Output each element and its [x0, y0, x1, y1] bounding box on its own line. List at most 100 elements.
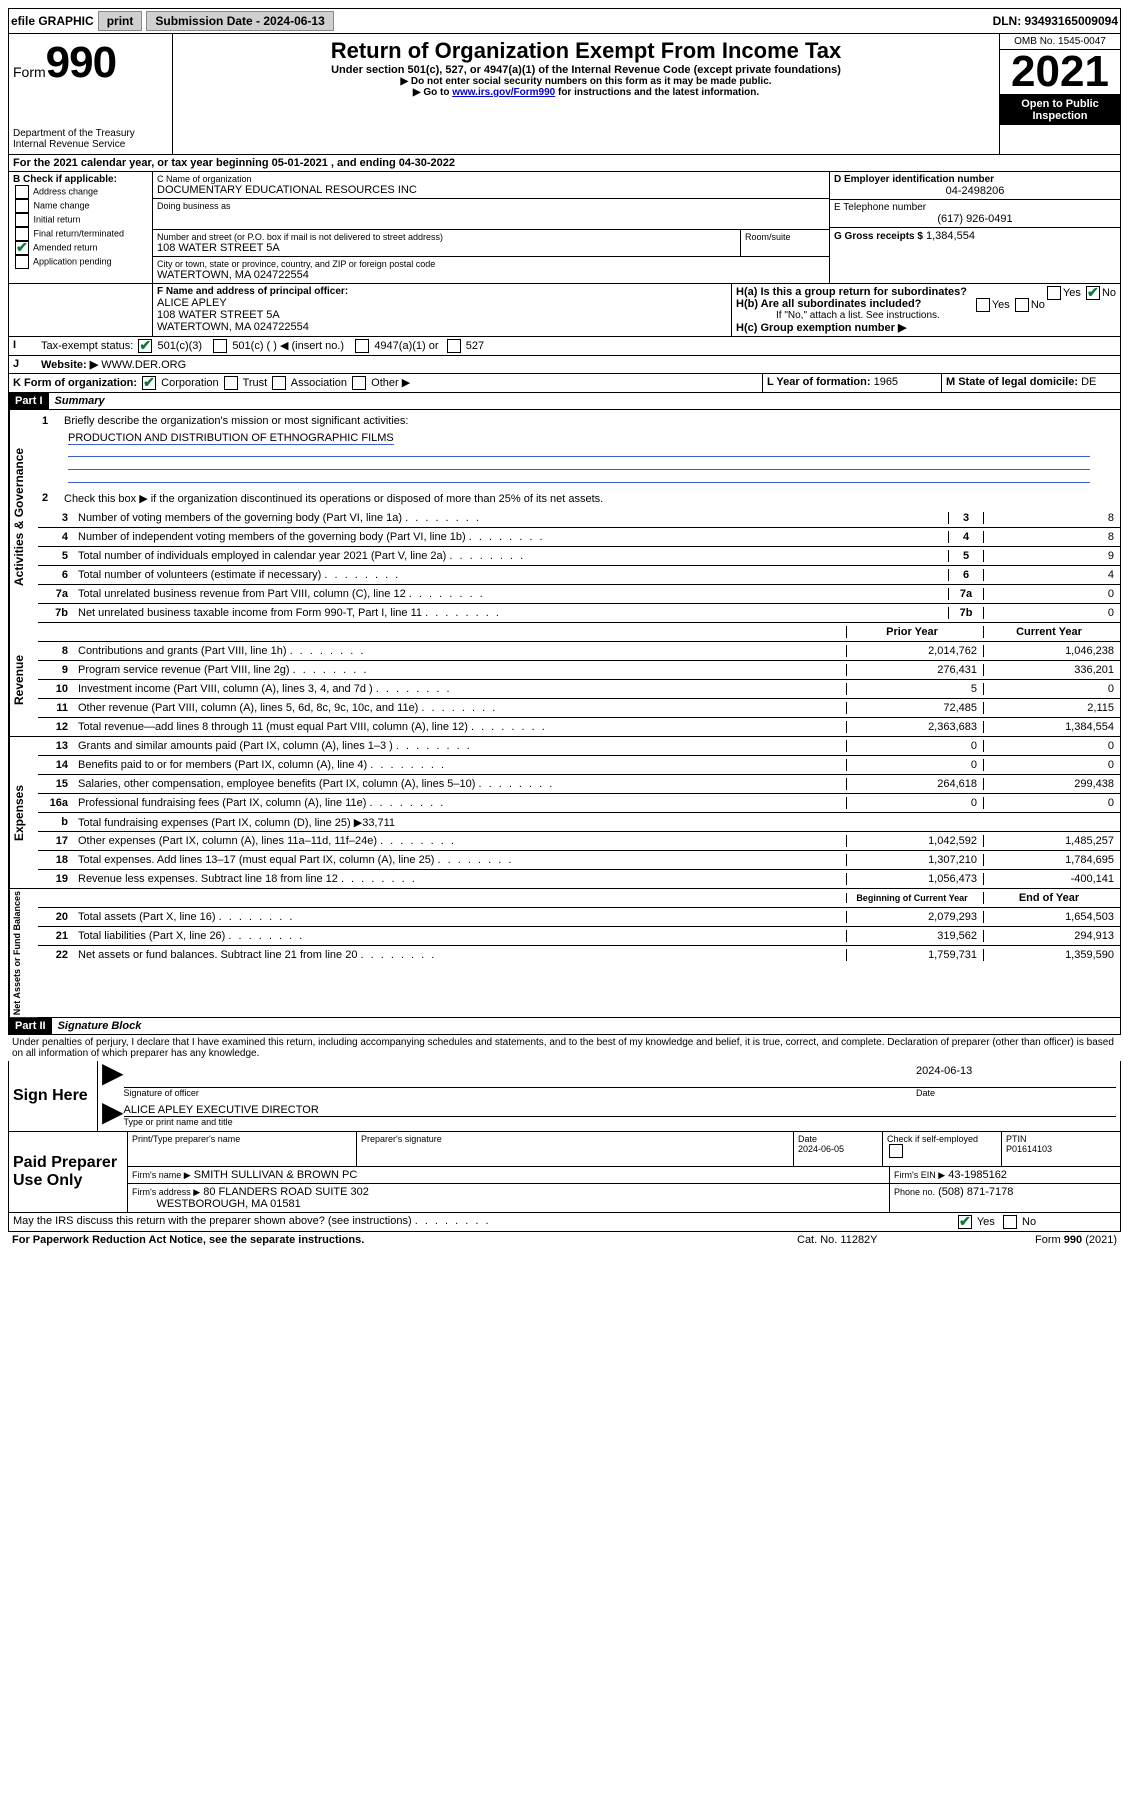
lbl-final: Final return/terminated — [34, 228, 125, 238]
submission-date: Submission Date - 2024-06-13 — [146, 11, 333, 31]
summary-line-7a: 7aTotal unrelated business revenue from … — [38, 585, 1120, 604]
part1-tag: Part I — [9, 393, 49, 409]
lbl-501c3: 501(c)(3) — [157, 340, 202, 352]
sig-officer-label: Signature of officer — [124, 1088, 916, 1098]
no-label2: No — [1031, 299, 1045, 311]
discuss-row: May the IRS discuss this return with the… — [8, 1213, 1121, 1232]
sig-date-label: Date — [916, 1088, 1116, 1098]
mission-text: PRODUCTION AND DISTRIBUTION OF ETHNOGRAP… — [68, 432, 394, 445]
f-label: F Name and address of principal officer: — [157, 286, 727, 297]
lbl-assoc: Association — [291, 377, 347, 389]
revenue-line-10: 10Investment income (Part VIII, column (… — [38, 680, 1120, 699]
website-row: J Website: ▶ WWW.DER.ORG — [8, 356, 1121, 374]
revenue-line-8: 8Contributions and grants (Part VIII, li… — [38, 642, 1120, 661]
firm-name-label: Firm's name ▶ — [132, 1170, 191, 1180]
yes-label2: Yes — [992, 299, 1010, 311]
discuss-yes-lbl: Yes — [977, 1216, 995, 1228]
summary-line-5: 5Total number of individuals employed in… — [38, 547, 1120, 566]
expense-line-16b: bTotal fundraising expenses (Part IX, co… — [38, 813, 1120, 832]
side-revenue: Revenue — [9, 623, 38, 736]
cb-501c3[interactable] — [138, 339, 152, 353]
net-line-20: 20Total assets (Part X, line 16) 2,079,2… — [38, 908, 1120, 927]
l-label: L Year of formation: — [767, 376, 871, 388]
revenue-block: Revenue Prior YearCurrent Year 8Contribu… — [8, 623, 1121, 737]
col-eoy: End of Year — [983, 892, 1120, 904]
gross-label: G Gross receipts $ — [834, 231, 923, 242]
discuss-no-lbl: No — [1022, 1216, 1036, 1228]
top-bar: efile GRAPHIC print Submission Date - 20… — [8, 8, 1121, 34]
cb-selfemp[interactable] — [889, 1144, 903, 1158]
expense-line-17: 17Other expenses (Part IX, column (A), l… — [38, 832, 1120, 851]
officer-addr1: 108 WATER STREET 5A — [157, 309, 727, 321]
ptin-value: P01614103 — [1006, 1144, 1052, 1154]
officer-h-block: F Name and address of principal officer:… — [8, 284, 1121, 337]
part1-body: Activities & Governance 1Briefly describ… — [8, 410, 1121, 623]
lbl-corp: Corporation — [161, 377, 218, 389]
expense-line-16a: 16aProfessional fundraising fees (Part I… — [38, 794, 1120, 813]
ha-label: H(a) Is this a group return for subordin… — [736, 286, 967, 298]
room-label: Room/suite — [745, 232, 825, 242]
perjury-declaration: Under penalties of perjury, I declare th… — [8, 1035, 1121, 1061]
cb-trust[interactable] — [224, 376, 238, 390]
lbl-address-change: Address change — [33, 186, 98, 196]
phone-value: (617) 926-0491 — [834, 213, 1116, 225]
lbl-initial: Initial return — [34, 214, 81, 224]
form-990: 990 — [46, 38, 116, 87]
cb-527[interactable] — [447, 339, 461, 353]
q2-label: Check this box ▶ if the organization dis… — [64, 492, 603, 505]
ein-label: D Employer identification number — [834, 174, 1116, 185]
cb-other[interactable] — [352, 376, 366, 390]
sign-here-label: Sign Here — [9, 1061, 98, 1131]
hb-no[interactable] — [1015, 298, 1029, 312]
cb-corp[interactable] — [142, 376, 156, 390]
lbl-amended: Amended return — [33, 242, 98, 252]
h-note: If "No," attach a list. See instructions… — [736, 310, 1116, 321]
m-label: M State of legal domicile: — [946, 376, 1078, 388]
col-current: Current Year — [983, 626, 1120, 638]
hb-yes[interactable] — [976, 298, 990, 312]
note-post: for instructions and the latest informat… — [555, 87, 759, 98]
checkbox-name[interactable] — [15, 199, 29, 213]
checkbox-initial[interactable] — [15, 213, 29, 227]
checkbox-address[interactable] — [15, 185, 29, 199]
l-value: 1965 — [874, 376, 898, 388]
expense-line-15: 15Salaries, other compensation, employee… — [38, 775, 1120, 794]
paid-preparer-label: Paid Preparer Use Only — [9, 1132, 128, 1212]
sig-date-value: 2024-06-13 — [916, 1065, 1116, 1087]
part2-tag: Part II — [9, 1018, 52, 1034]
ha-yes[interactable] — [1047, 286, 1061, 300]
note-pre: ▶ Go to — [413, 87, 452, 98]
cb-assoc[interactable] — [272, 376, 286, 390]
cb-4947[interactable] — [355, 339, 369, 353]
q1-label: Briefly describe the organization's miss… — [64, 415, 408, 427]
cb-501c[interactable] — [213, 339, 227, 353]
page-title: Return of Organization Exempt From Incom… — [181, 38, 991, 64]
addr-label: Number and street (or P.O. box if mail i… — [157, 232, 736, 242]
dept-treasury: Department of the Treasury — [13, 128, 168, 139]
paid-preparer-block: Paid Preparer Use Only Print/Type prepar… — [8, 1132, 1121, 1213]
discuss-label: May the IRS discuss this return with the… — [13, 1215, 412, 1227]
yes-label: Yes — [1063, 287, 1081, 299]
lbl-name-change: Name change — [34, 200, 90, 210]
discuss-yes[interactable] — [958, 1215, 972, 1229]
dba-label: Doing business as — [157, 201, 825, 211]
m-value: DE — [1081, 376, 1096, 388]
discuss-no[interactable] — [1003, 1215, 1017, 1229]
city-label: City or town, state or province, country… — [157, 259, 825, 269]
ha-no[interactable] — [1086, 286, 1100, 300]
netassets-block: Net Assets or Fund Balances Beginning of… — [8, 889, 1121, 1018]
summary-line-7b: 7bNet unrelated business taxable income … — [38, 604, 1120, 623]
checkbox-pending[interactable] — [15, 255, 29, 269]
gross-value: 1,384,554 — [926, 230, 975, 242]
paperwork-notice: For Paperwork Reduction Act Notice, see … — [12, 1234, 797, 1246]
website-label: Website: ▶ — [41, 359, 98, 371]
cat-no: Cat. No. 11282Y — [797, 1234, 977, 1246]
h-c: H(c) Group exemption number ▶ — [736, 321, 1116, 334]
checkbox-amended[interactable] — [15, 241, 29, 255]
revenue-line-12: 12Total revenue—add lines 8 through 11 (… — [38, 718, 1120, 736]
period-text: For the 2021 calendar year, or tax year … — [9, 155, 1120, 171]
print-button[interactable]: print — [98, 11, 143, 31]
lbl-trust: Trust — [243, 377, 268, 389]
firm-ein-label: Firm's EIN ▶ — [894, 1170, 945, 1180]
irs-link[interactable]: www.irs.gov/Form990 — [452, 87, 555, 98]
